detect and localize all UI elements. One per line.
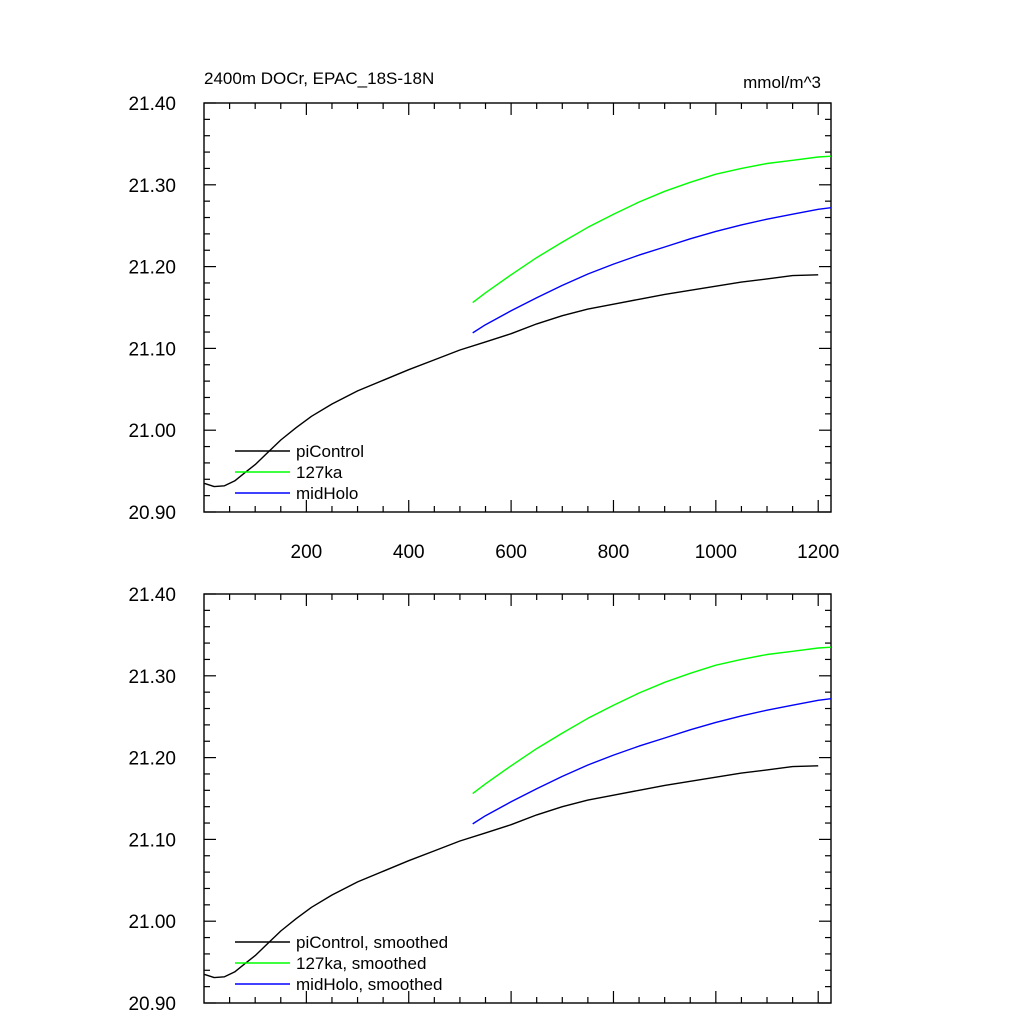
- series-line-127ka-smoothed: [472, 646, 832, 795]
- x-tick-marks: [228, 594, 819, 1003]
- y-tick-label: 21.20: [128, 749, 176, 770]
- y-tick-label: 20.90: [128, 503, 176, 524]
- plot-panel-2: 21.40 21.30 21.20 21.10 21.00 20.90 piControl,…: [128, 585, 832, 1015]
- y-tick-label: 20.90: [128, 994, 176, 1015]
- x-tick-marks: [228, 103, 819, 512]
- legend-label: 127ka, smoothed: [296, 954, 426, 973]
- y-tick-label: 21.30: [128, 176, 176, 197]
- legend-label: piControl: [296, 442, 364, 461]
- legend-label: piControl, smoothed: [296, 933, 448, 952]
- y-tick-label: 21.10: [128, 339, 176, 360]
- legend-label: 127ka: [296, 463, 343, 482]
- y-tick-label: 21.40: [128, 94, 176, 115]
- x-tick-label: 1000: [695, 542, 737, 563]
- x-tick-label: 1200: [797, 542, 839, 563]
- plot-panel-1: 21.40 21.30 21.20 21.10 21.00 20.90 200 400 600 8…: [128, 69, 839, 563]
- y-tick-label: 21.00: [128, 912, 176, 933]
- y-tick-label: 21.20: [128, 258, 176, 279]
- x-tick-label: 200: [291, 542, 323, 563]
- y-tick-label: 21.10: [128, 830, 176, 851]
- y-tick-marks: [204, 593, 831, 1004]
- legend: piControl, smoothed 127ka, smoothed midHol…: [235, 933, 448, 994]
- legend-label: midHolo, smoothed: [296, 975, 442, 994]
- chart-title: 2400m DOCr, EPAC_18S-18N: [204, 69, 434, 88]
- y-tick-label: 21.00: [128, 421, 176, 442]
- plot-frame: [203, 593, 832, 1004]
- series-line-picontrol: [204, 274, 819, 488]
- legend-label: midHolo: [296, 484, 358, 503]
- series-line-picontrol-smoothed: [204, 765, 819, 979]
- y-tick-label: 21.40: [128, 585, 176, 606]
- series-line-midholo-smoothed: [472, 698, 832, 825]
- x-tick-label: 400: [393, 542, 425, 563]
- x-tick-label: 800: [598, 542, 630, 563]
- legend: piControl 127ka midHolo: [235, 442, 364, 503]
- y-tick-label: 21.30: [128, 667, 176, 688]
- units-label: mmol/m^3: [743, 73, 821, 92]
- plot-frame: [203, 102, 832, 513]
- y-tick-marks: [204, 102, 831, 513]
- series-line-127ka: [472, 155, 832, 304]
- series-line-midholo: [472, 207, 832, 334]
- x-tick-label: 600: [495, 542, 527, 563]
